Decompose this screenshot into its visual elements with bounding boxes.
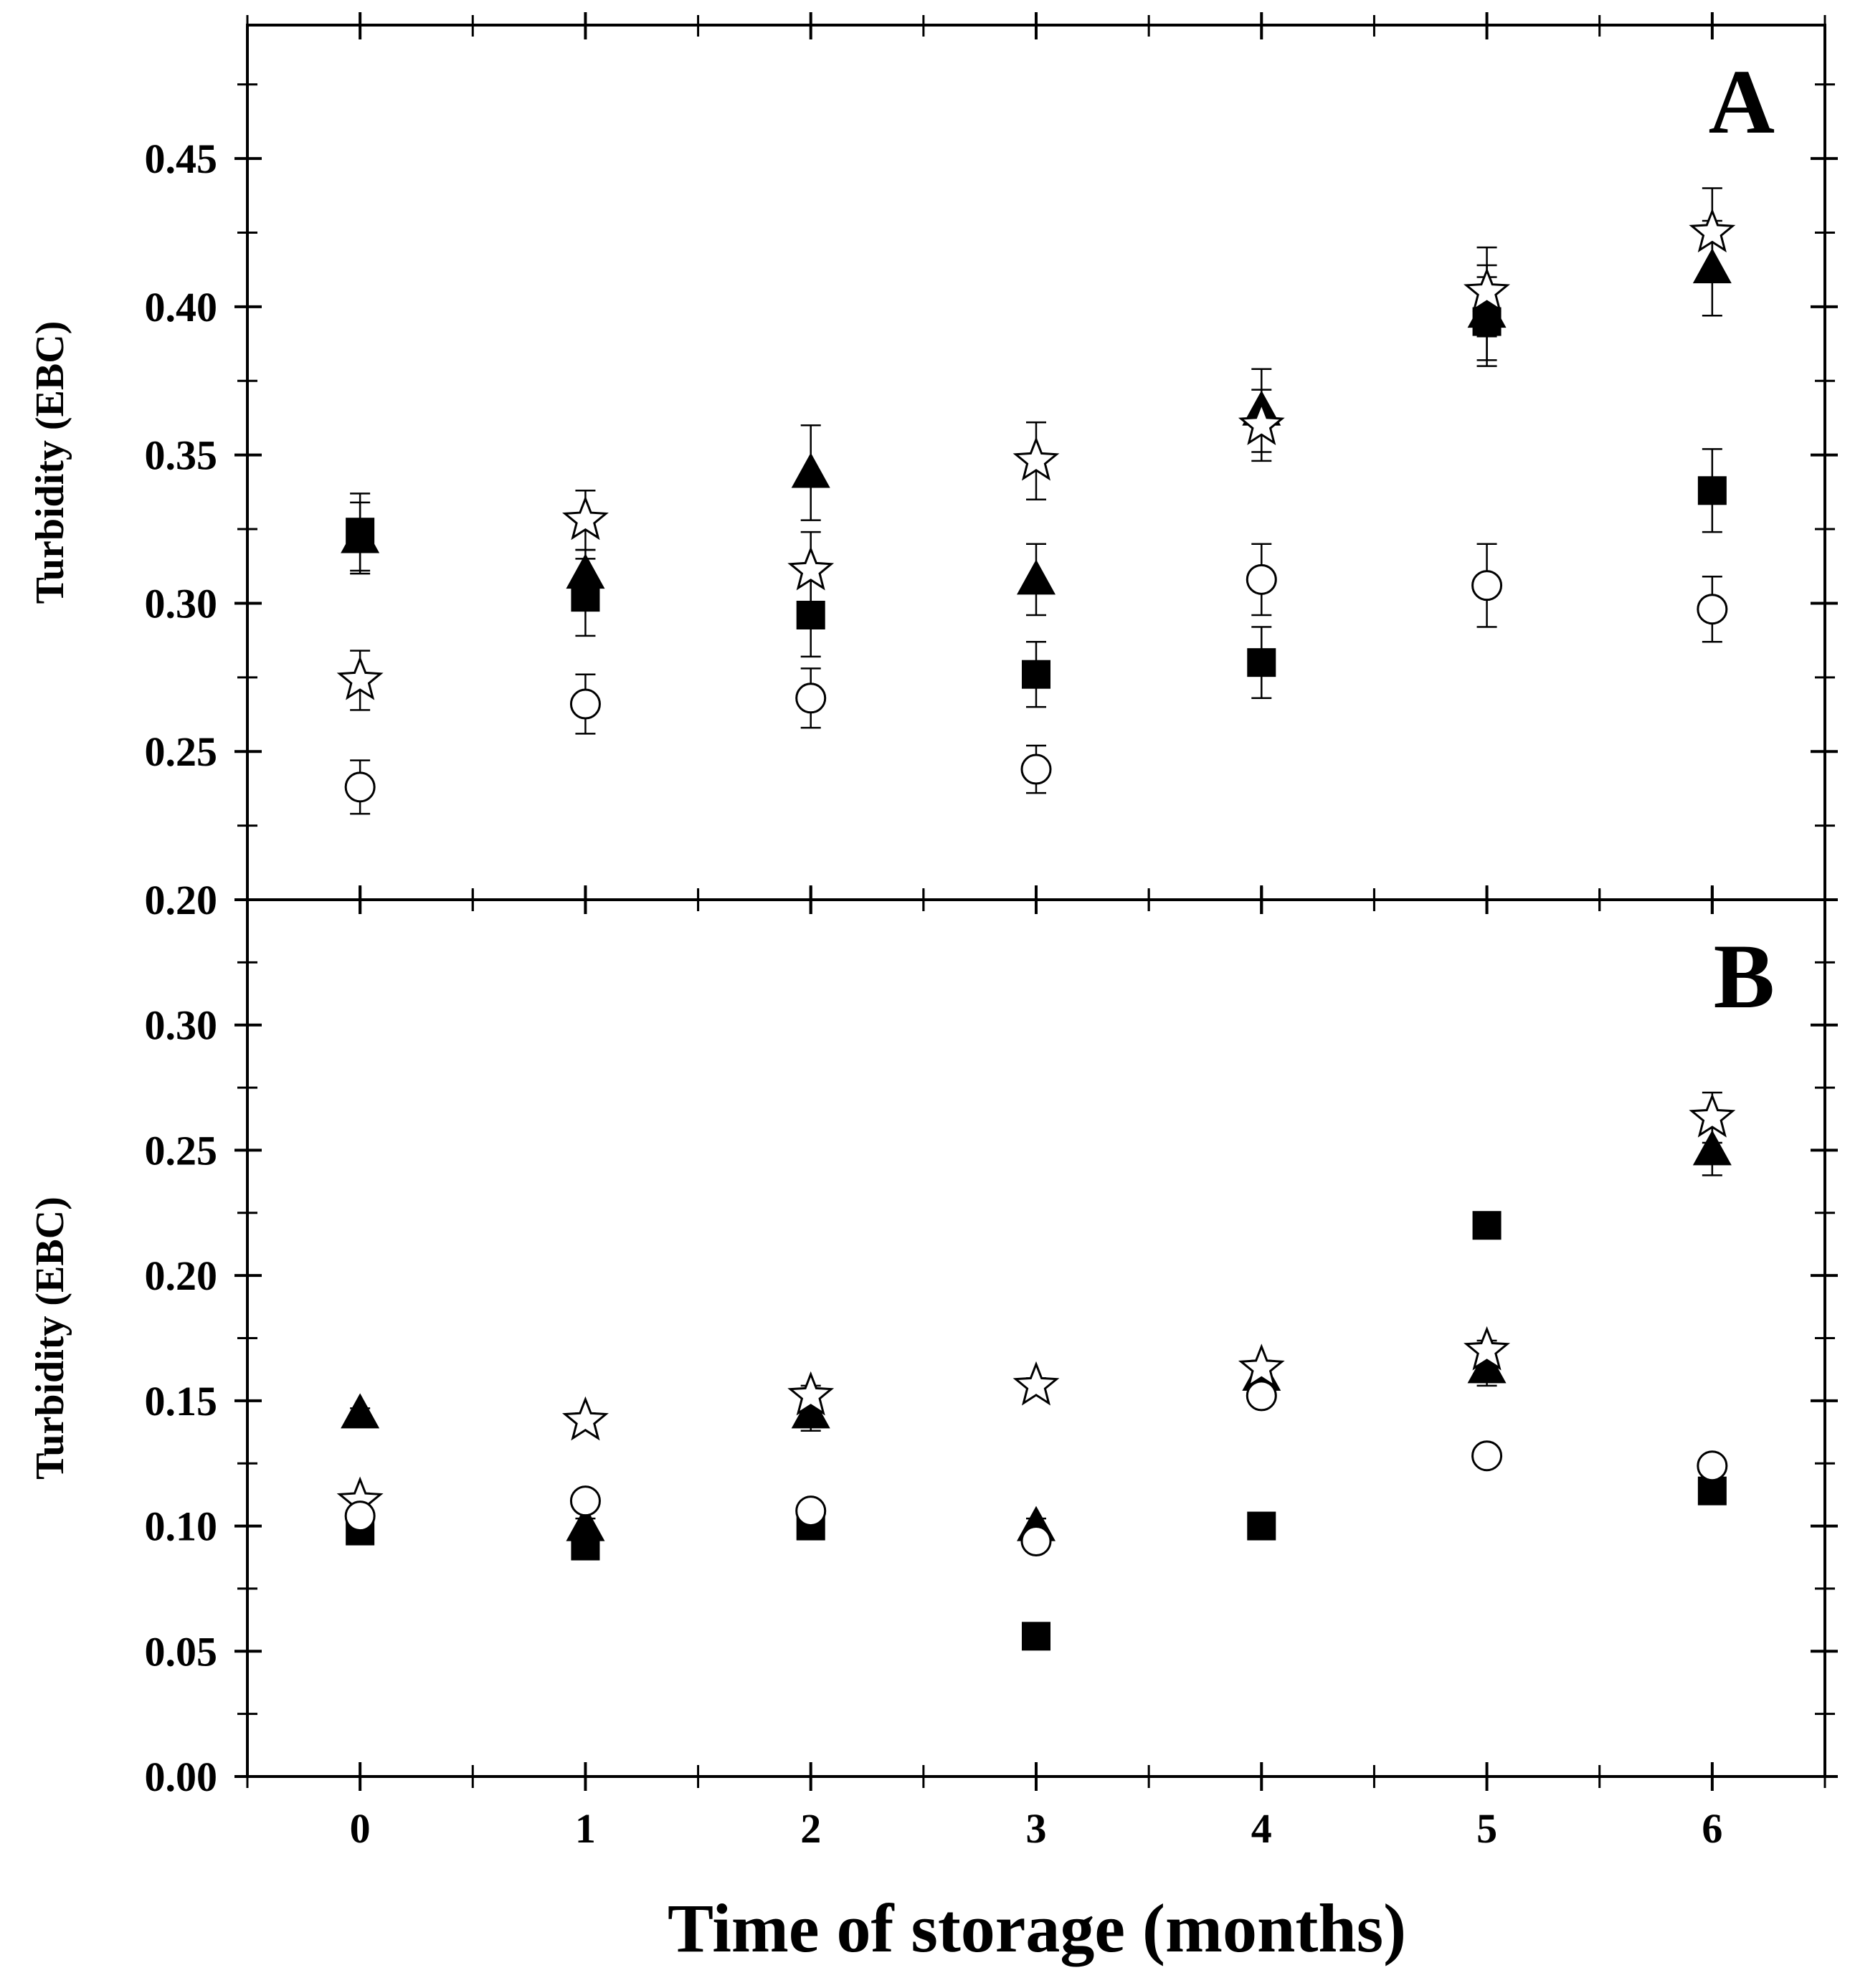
data-point <box>1247 1511 1276 1541</box>
x-tick-label: 1 <box>575 1805 596 1852</box>
y-tick-label: 0.30 <box>145 580 218 627</box>
data-point <box>1020 1526 1052 1557</box>
data-point <box>795 683 827 714</box>
data-point <box>1238 1343 1285 1389</box>
data-point <box>1697 1450 1728 1482</box>
y-tick-label: 0.10 <box>145 1503 218 1550</box>
x-tick-label: 2 <box>800 1805 821 1852</box>
data-point <box>1020 753 1052 785</box>
data-point <box>1238 401 1285 445</box>
data-point <box>1246 563 1277 595</box>
data-point <box>1017 559 1056 595</box>
data-point <box>1012 1361 1060 1406</box>
data-point <box>787 546 835 591</box>
data-point <box>344 1500 376 1532</box>
data-point <box>1472 1211 1502 1240</box>
y-tick-label: 0.30 <box>145 1002 218 1049</box>
y-axis-title: Turbidity (EBC) <box>28 1197 72 1480</box>
data-point <box>1247 648 1276 677</box>
data-point <box>569 688 601 720</box>
data-point <box>1689 1093 1736 1138</box>
series-filled-triangle <box>341 1124 1732 1541</box>
y-tick-label: 0.35 <box>145 432 218 479</box>
data-point <box>791 452 830 488</box>
x-tick-label: 5 <box>1476 1805 1497 1852</box>
data-point <box>791 1393 830 1429</box>
y-tick-label: 0.05 <box>145 1628 218 1675</box>
data-point <box>1464 1326 1511 1371</box>
panel-b: 0.00 0.05 0.10 0.15 0.20 0.25 0.30 0 1 2 3 4 5 6 Turbi… <box>28 887 1838 1852</box>
data-point <box>341 1393 380 1429</box>
data-point <box>344 771 376 803</box>
data-point <box>1692 1130 1732 1166</box>
data-point <box>1467 1348 1507 1384</box>
panel-a: 0.20 0.25 0.30 0.35 0.40 0.45 Turbidity (EBC) A <box>28 12 1838 923</box>
data-point <box>562 495 609 541</box>
data-point <box>341 518 380 553</box>
y-tick-label: 0.20 <box>145 877 218 923</box>
panel-label: B <box>1714 926 1775 1027</box>
data-point <box>1246 1380 1277 1412</box>
y-axis-title: Turbidity (EBC) <box>28 321 72 604</box>
y-tick-label: 0.40 <box>145 284 218 330</box>
data-point <box>561 1396 609 1441</box>
data-point <box>1022 660 1050 689</box>
y-tick-label: 0.15 <box>145 1378 218 1425</box>
data-point <box>1471 1440 1503 1472</box>
y-tick-label: 0.25 <box>145 1127 218 1174</box>
series-open-circle <box>344 1380 1728 1557</box>
data-point <box>1697 476 1727 505</box>
series-filled-triangle <box>341 219 1732 617</box>
x-tick-label: 3 <box>1026 1805 1047 1852</box>
y-tick-label: 0.20 <box>145 1252 218 1299</box>
data-point <box>569 1485 601 1517</box>
data-point <box>795 1495 827 1527</box>
x-tick-label: 6 <box>1702 1805 1722 1852</box>
data-point <box>1464 267 1511 312</box>
data-point <box>1697 1476 1727 1506</box>
data-point <box>1689 208 1736 253</box>
series-open-star <box>336 187 1736 711</box>
data-point <box>787 1371 835 1416</box>
series-filled-square <box>346 1211 1727 1651</box>
series-open-star <box>336 1091 1736 1521</box>
x-axis-title: Time of storage (months) <box>668 1890 1406 1966</box>
panel-label: A <box>1709 51 1775 153</box>
y-tick-label: 0.00 <box>145 1754 218 1800</box>
data-point <box>1012 436 1060 481</box>
data-point <box>336 655 384 700</box>
y-tick-label: 0.25 <box>145 728 218 775</box>
series-open-circle <box>344 543 1728 815</box>
x-tick-label: 0 <box>350 1805 371 1852</box>
data-point <box>566 553 605 589</box>
data-point <box>1471 570 1503 601</box>
x-tick-label: 4 <box>1251 1805 1272 1852</box>
data-point <box>1697 594 1728 625</box>
y-tick-label: 0.45 <box>145 135 218 182</box>
data-point <box>566 1506 605 1541</box>
data-point <box>1022 1622 1050 1651</box>
